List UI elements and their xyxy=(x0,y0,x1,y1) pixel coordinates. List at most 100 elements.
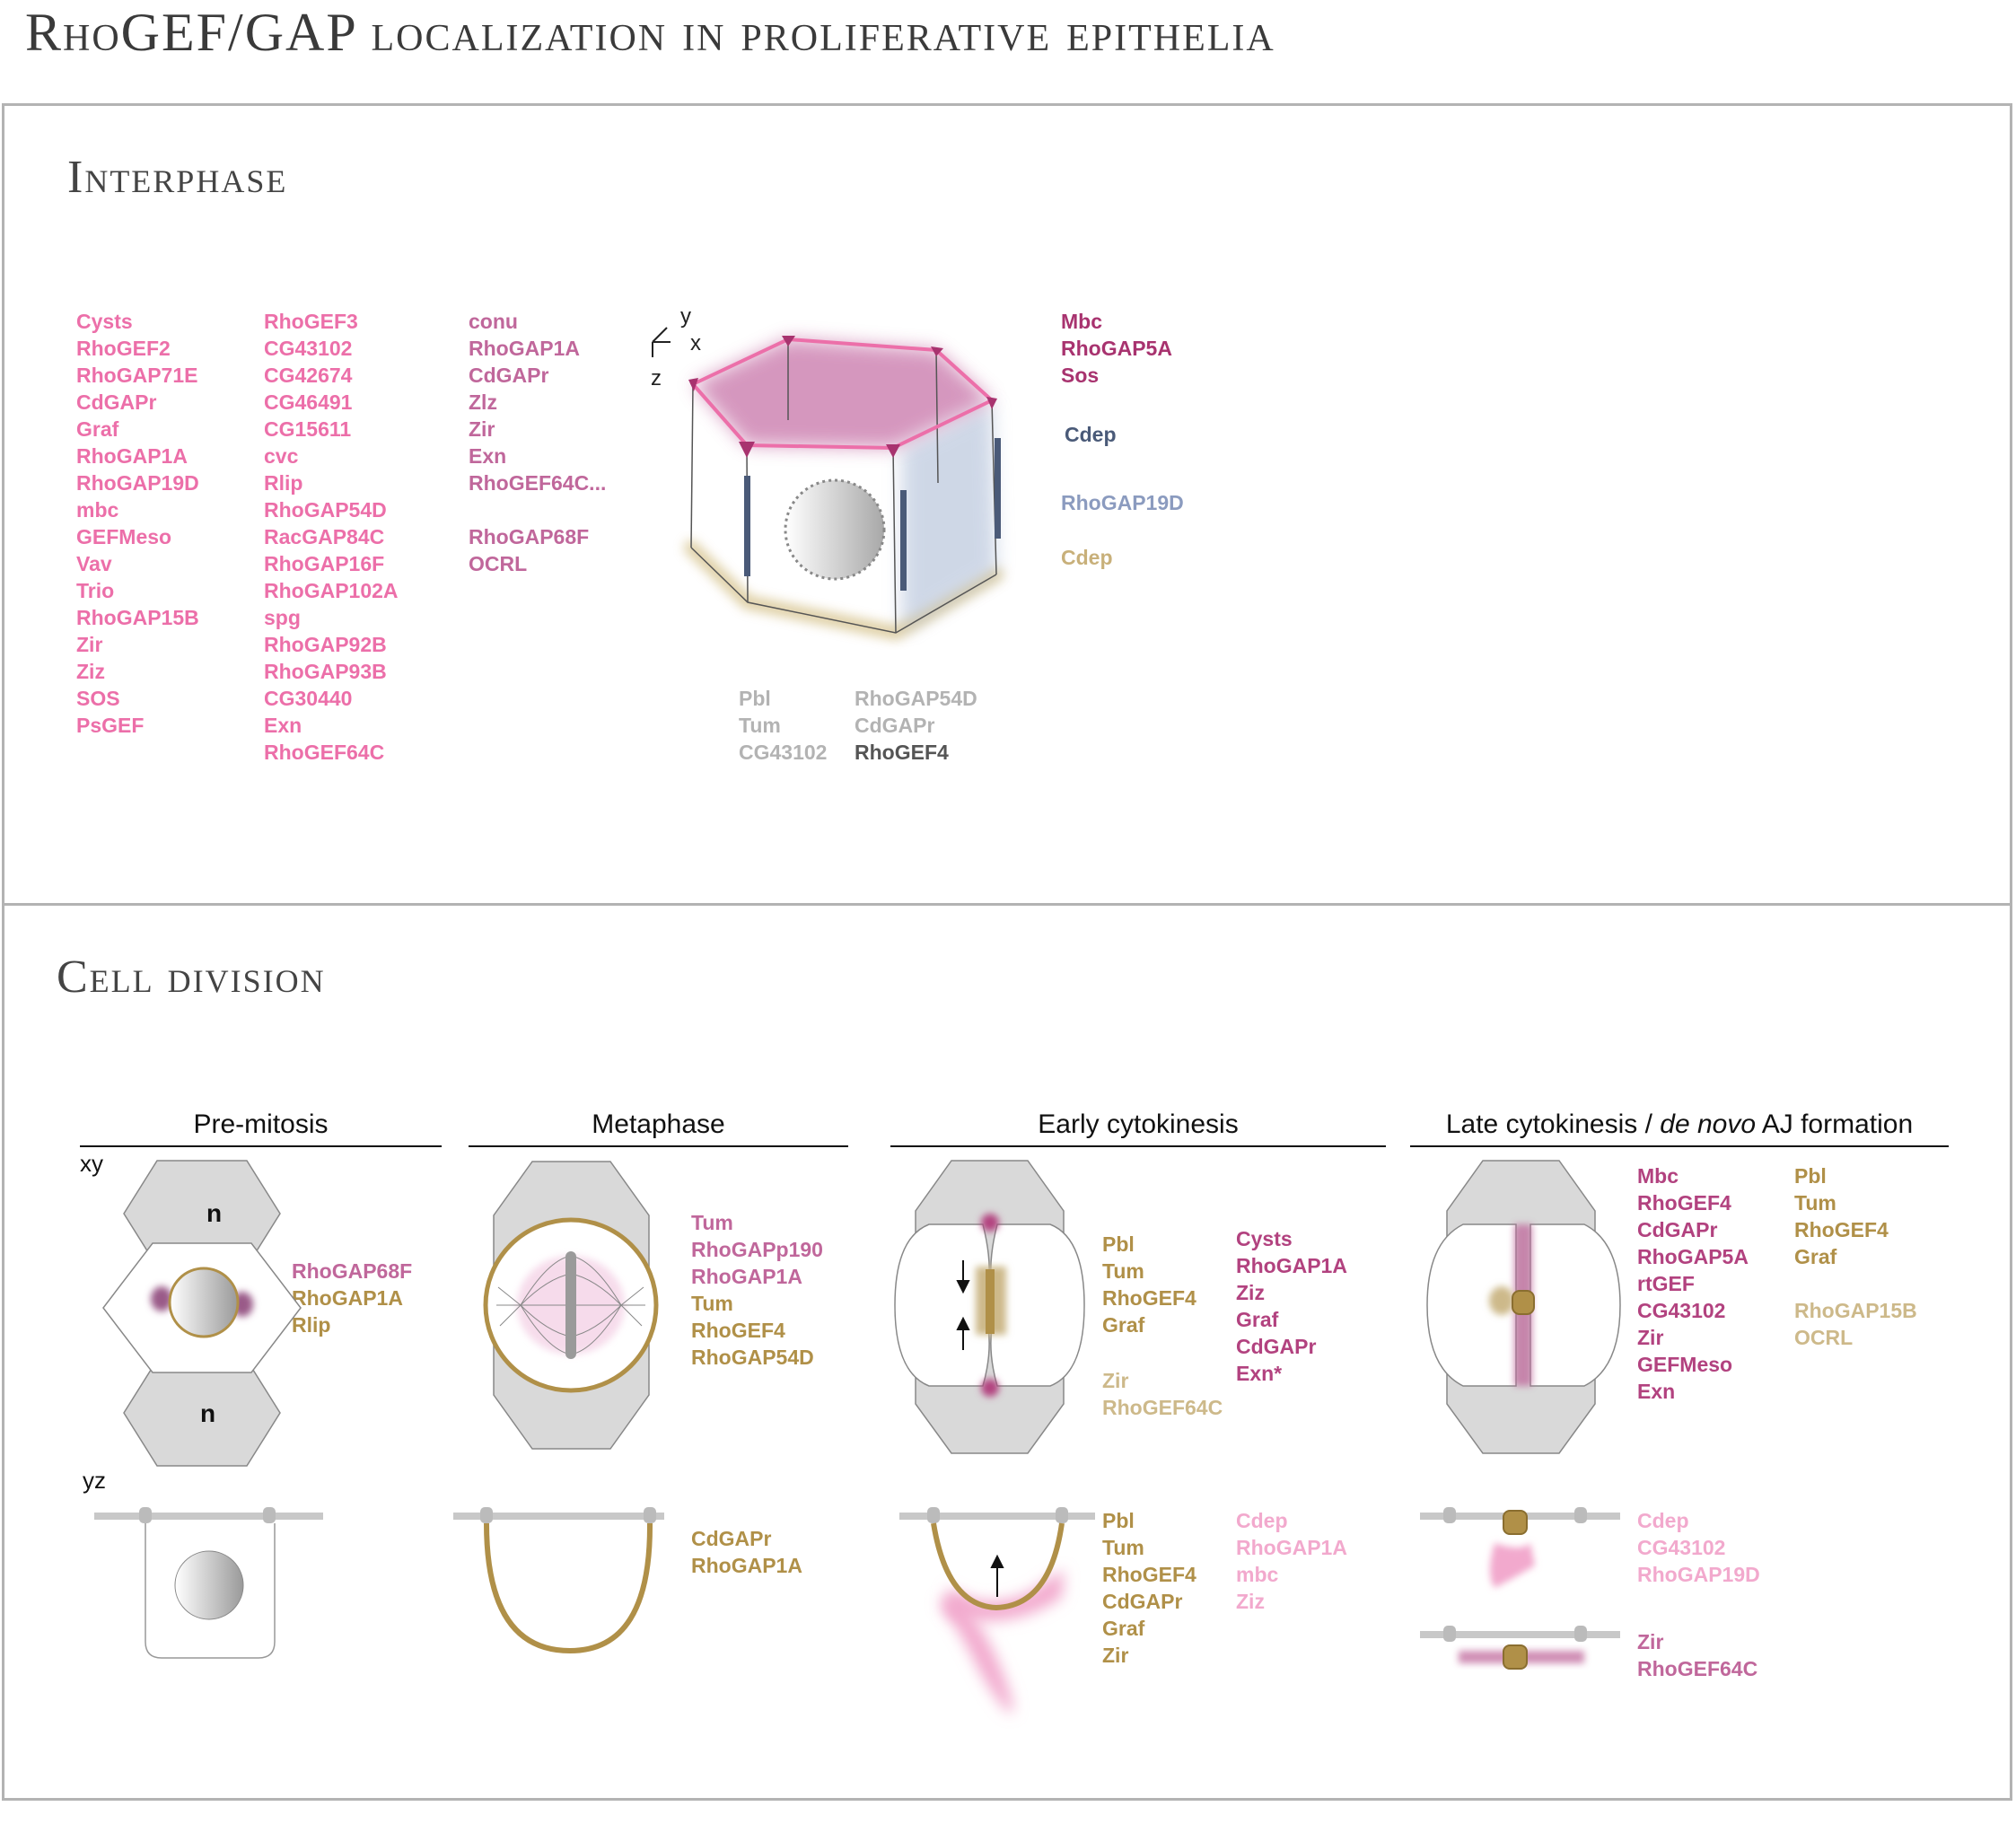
gene-label: CG30440 xyxy=(264,687,353,710)
gene-label: Cysts xyxy=(1236,1227,1293,1250)
gene-label: CG43102 xyxy=(264,337,353,360)
axes-icon xyxy=(652,327,671,357)
figure-title: RhoGEF/GAP localization in proliferative… xyxy=(25,3,1275,62)
gene-label: RhoGAP54D xyxy=(691,1346,814,1369)
gene-label: Cysts xyxy=(76,310,133,333)
gene-label: Zir xyxy=(1637,1630,1664,1653)
gene-label: mbc xyxy=(76,498,119,522)
late-stage-text-a: Late cytokinesis / xyxy=(1445,1109,1661,1139)
gene-label: Graf xyxy=(1102,1313,1145,1337)
gene-label: rtGEF xyxy=(1637,1272,1695,1295)
gene-label: OCRL xyxy=(469,552,528,575)
gene-label: RhoGAP1A xyxy=(76,444,188,468)
late-xy-gold-light: RhoGAP15B OCRL xyxy=(1794,1297,1917,1351)
gene-label: GEFMeso xyxy=(1637,1353,1733,1376)
gene-label: Tum xyxy=(1102,1259,1144,1283)
gene-label: Trio xyxy=(76,579,115,602)
premitosis-xy-diagram xyxy=(102,1160,302,1467)
gene-label: Ziz xyxy=(1236,1281,1265,1304)
late-stage-text-b: de novo xyxy=(1660,1109,1757,1139)
gene-label: CG42674 xyxy=(264,364,353,387)
view-yz-label: yz xyxy=(83,1467,106,1494)
gene-label: CG43102 xyxy=(1637,1536,1726,1559)
metaphase-xy-gold: Tum RhoGEF4 RhoGAP54D xyxy=(691,1290,814,1371)
gene-label: spg xyxy=(264,606,301,629)
gene-label: Pbl xyxy=(1794,1164,1827,1188)
interphase-nuclear-list: RhoGAP54D CdGAPr xyxy=(855,685,977,739)
gene-label: Zlz xyxy=(469,390,497,414)
gene-label: CdGAPr xyxy=(855,714,935,737)
gene-label: CdGAPr xyxy=(691,1527,772,1550)
gene-label: RhoGEF4 xyxy=(1102,1286,1196,1310)
gene-label: Exn xyxy=(1637,1380,1676,1403)
gene-label: OCRL xyxy=(1794,1326,1854,1349)
axis-x-label: x xyxy=(690,331,701,355)
gene-label: Zir xyxy=(1637,1326,1664,1349)
gene-label: CG43102 xyxy=(739,741,828,764)
gene-label: RhoGEF64C... xyxy=(469,471,607,495)
gene-label: RhoGAP102A xyxy=(264,579,399,602)
gene-label: Graf xyxy=(1794,1245,1837,1268)
gene-label: RhoGAP1A xyxy=(1236,1536,1347,1559)
gene-label: CG43102 xyxy=(1637,1299,1726,1322)
interphase-cortex-list: Pbl Tum CG43102 xyxy=(739,685,827,766)
gene-label: Graf xyxy=(1236,1308,1279,1331)
nucleus xyxy=(784,478,886,581)
gene-label: RhoGEF2 xyxy=(76,337,171,360)
gene-label: Ziz xyxy=(76,660,105,683)
gene-label: RhoGEF4 xyxy=(1637,1191,1731,1215)
gene-label: Graf xyxy=(76,417,119,441)
gene-label: RhoGAP15B xyxy=(76,606,199,629)
gene-label: CdGAPr xyxy=(1102,1590,1183,1613)
gene-label: Tum xyxy=(739,714,781,737)
gene-label: Pbl xyxy=(1102,1509,1135,1532)
gene-label: RhoGAP1A xyxy=(691,1554,802,1577)
gene-label: RhoGEF4 xyxy=(855,741,949,764)
metaphase-yz-gold: CdGAPr RhoGAP1A xyxy=(691,1525,802,1579)
gene-label: Cdep xyxy=(1236,1509,1288,1532)
gene-label: SOS xyxy=(76,687,120,710)
gene-label: RhoGAP54D xyxy=(264,498,387,522)
gene-label: conu xyxy=(469,310,518,333)
gene-label: Tum xyxy=(691,1211,733,1234)
early-yz-pink-light: Cdep RhoGAP1A mbc Ziz xyxy=(1236,1507,1347,1615)
gene-label: Tum xyxy=(691,1292,733,1315)
late-yz2-diagram xyxy=(1420,1626,1620,1670)
gene-label: Zir xyxy=(469,417,495,441)
gene-label: CdGAPr xyxy=(469,364,549,387)
gene-label: Graf xyxy=(1102,1617,1145,1640)
gene-label: Zir xyxy=(76,633,103,656)
premitosis-yz-diagram xyxy=(94,1507,323,1659)
gene-label: RhoGAP19D xyxy=(1637,1563,1760,1586)
premitosis-xy-gold: RhoGAP1A Rlip xyxy=(292,1285,403,1338)
gene-label: Exn xyxy=(469,444,507,468)
gene-label: CdGAPr xyxy=(76,390,157,414)
gene-label: GEFMeso xyxy=(76,525,172,548)
gene-label: RhoGAP1A xyxy=(1236,1254,1347,1277)
gene-label: Rlip xyxy=(264,471,303,495)
gene-label: CG46491 xyxy=(264,390,353,414)
gene-label: RhoGAP16F xyxy=(264,552,385,575)
gene-label: Tum xyxy=(1794,1191,1836,1215)
axis-z-label: z xyxy=(651,366,662,390)
gene-label: Cdep xyxy=(1061,546,1113,569)
gene-label: RhoGEF4 xyxy=(1102,1563,1196,1586)
late-xy-gold: Pbl Tum RhoGEF4 Graf xyxy=(1794,1162,1889,1270)
gene-label: mbc xyxy=(1236,1563,1279,1586)
lateral-junction-bars xyxy=(744,438,1001,591)
gene-label: RhoGAP15B xyxy=(1794,1299,1917,1322)
gene-label: RhoGEF4 xyxy=(691,1319,785,1342)
gene-label: Mbc xyxy=(1637,1164,1679,1188)
early-xy-gold: Pbl Tum RhoGEF4 Graf xyxy=(1102,1231,1196,1338)
gene-label: RhoGAP68F xyxy=(469,525,590,548)
interphase-list-3: conu RhoGAP1A CdGAPr Zlz Zir Exn RhoGEF64C... xyxy=(469,308,606,496)
gene-label: RhoGEF64C xyxy=(1637,1657,1758,1680)
gene-label: RacGAP84C xyxy=(264,525,385,548)
division-panel: Cell division Pre-mitosis Metaphase Earl… xyxy=(2,903,2012,1801)
gene-label: RhoGAP92B xyxy=(264,633,387,656)
gene-label: RhoGAP19D xyxy=(1061,491,1184,514)
stage-metaphase: Metaphase xyxy=(592,1109,725,1139)
division-title: Cell division xyxy=(57,951,326,1003)
premitosis-rule xyxy=(80,1145,442,1147)
late-stage-text-c: AJ formation xyxy=(1756,1109,1914,1139)
